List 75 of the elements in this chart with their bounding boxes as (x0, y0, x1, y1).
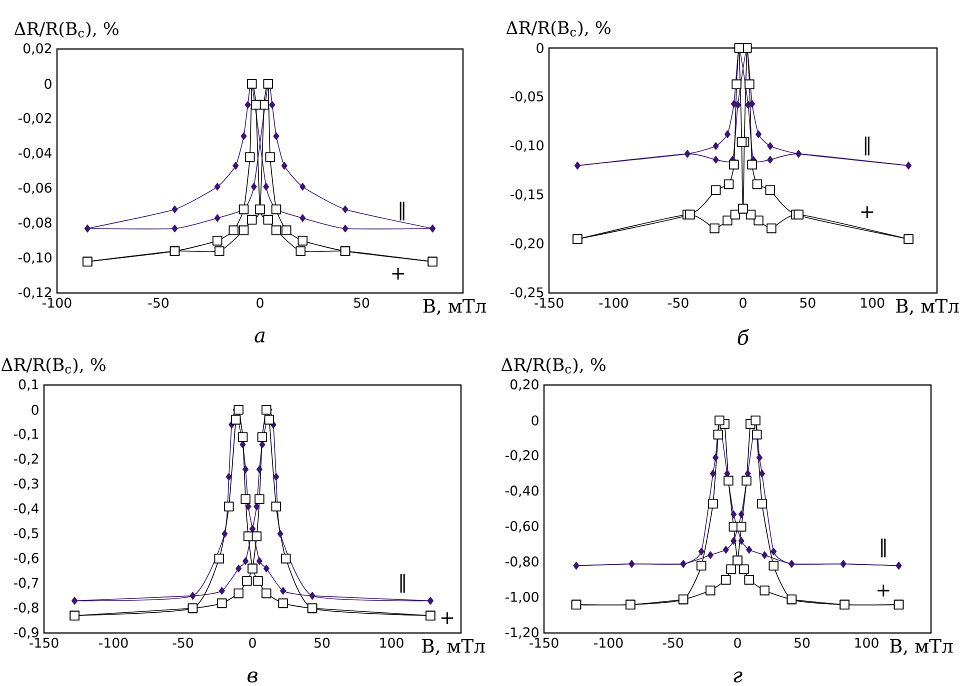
y-tick-label: -0,12 (18, 287, 51, 299)
y-tick-label: 0 (532, 415, 538, 426)
annotation: + (861, 206, 874, 218)
y-tick-label: -0,05 (510, 91, 544, 103)
x-tick-label: 0 (734, 638, 741, 648)
y-tick-label: -0,3 (14, 478, 38, 490)
x-axis-title: B, мТл (890, 639, 953, 656)
y-tick-label: 0 (32, 404, 38, 415)
x-axis-title: B, мТл (896, 299, 959, 316)
x-axis-title: B, мТл (423, 299, 486, 316)
x-tick-label: 0 (256, 298, 264, 308)
text: б (738, 328, 750, 346)
x-tick-label: -50 (662, 638, 684, 648)
y-tick-label: -0,6 (14, 552, 38, 564)
y-tick-label: -0,02 (18, 112, 51, 124)
y-tick-label: -0,04 (18, 148, 52, 160)
x-axis-title: B, мТл (422, 639, 485, 656)
text: в (248, 672, 258, 682)
y-tick-label: 0,1 (18, 379, 38, 391)
annotation: + (441, 612, 454, 624)
x-tick-label: -150 (530, 638, 558, 648)
y-tick-label: 0 (44, 78, 52, 89)
y-tick-label: -0,06 (18, 182, 52, 194)
x-tick-label: 0 (249, 638, 256, 648)
x-tick-label: -100 (599, 298, 628, 308)
y-tick-label: -0,40 (505, 486, 538, 498)
y-tick-label: -0,08 (18, 218, 52, 230)
y-tick-label: -0,9 (14, 627, 38, 639)
x-tick-label: 100 (861, 298, 884, 308)
y-tick-label: -0,2 (14, 454, 38, 466)
y-tick-label: -1,00 (505, 592, 538, 604)
x-tick-label: 100 (855, 638, 878, 648)
x-tick-label: -50 (668, 298, 688, 308)
x-tick-label: -150 (30, 638, 58, 648)
annotation: ‖ (864, 136, 870, 156)
y-tick-label: -0,80 (505, 556, 538, 568)
x-tick-label: -50 (148, 298, 169, 308)
y-tick-label: -0,20 (510, 238, 544, 250)
x-tick-label: 50 (794, 638, 810, 648)
y-axis-title: ΔR/R(B$_{c}$), % (14, 22, 118, 38)
x-tick-label: -100 (42, 298, 72, 308)
y-axis-title: ΔR/R(B$_{c}$), % (501, 358, 606, 374)
annotation: ‖ (881, 538, 886, 558)
annotation: + (392, 268, 404, 280)
y-tick-label: -0,20 (505, 450, 538, 462)
x-tick-label: 50 (354, 298, 370, 308)
y-axis-title: ΔR/R(B$_{c}$), % (506, 20, 610, 37)
x-tick-label: -50 (172, 638, 194, 648)
x-tick-label: 50 (314, 638, 330, 648)
x-tick-label: -100 (99, 638, 128, 648)
x-tick-label: 0 (740, 298, 746, 308)
y-tick-label: -0,15 (510, 189, 544, 201)
x-tick-label: 100 (380, 638, 404, 648)
y-tick-label: -0,25 (510, 287, 544, 299)
y-tick-label: -0,4 (14, 503, 39, 515)
annotation: ‖ (400, 202, 404, 220)
y-tick-label: -0,1 (14, 428, 38, 440)
x-tick-label: -150 (534, 298, 564, 308)
y-tick-label: -0,60 (505, 520, 538, 532)
y-tick-label: -1,20 (505, 627, 538, 639)
y-tick-label: -0,10 (18, 252, 52, 264)
y-tick-label: -0,8 (14, 602, 38, 614)
text: г (734, 672, 742, 682)
x-tick-label: 50 (800, 298, 816, 308)
y-tick-label: -0,7 (14, 578, 38, 590)
y-tick-label: -0,10 (510, 140, 544, 152)
x-tick-label: -100 (594, 638, 623, 648)
y-tick-label: 0,02 (23, 43, 51, 55)
y-tick-label: 0 (536, 42, 544, 54)
text: а (254, 332, 265, 342)
annotation: + (878, 584, 890, 596)
y-tick-label: -0,5 (14, 528, 38, 540)
annotation: ‖ (400, 574, 405, 593)
y-tick-label: 0,20 (510, 379, 538, 391)
y-axis-title: ΔR/R(B$_{c}$), % (1, 358, 106, 374)
